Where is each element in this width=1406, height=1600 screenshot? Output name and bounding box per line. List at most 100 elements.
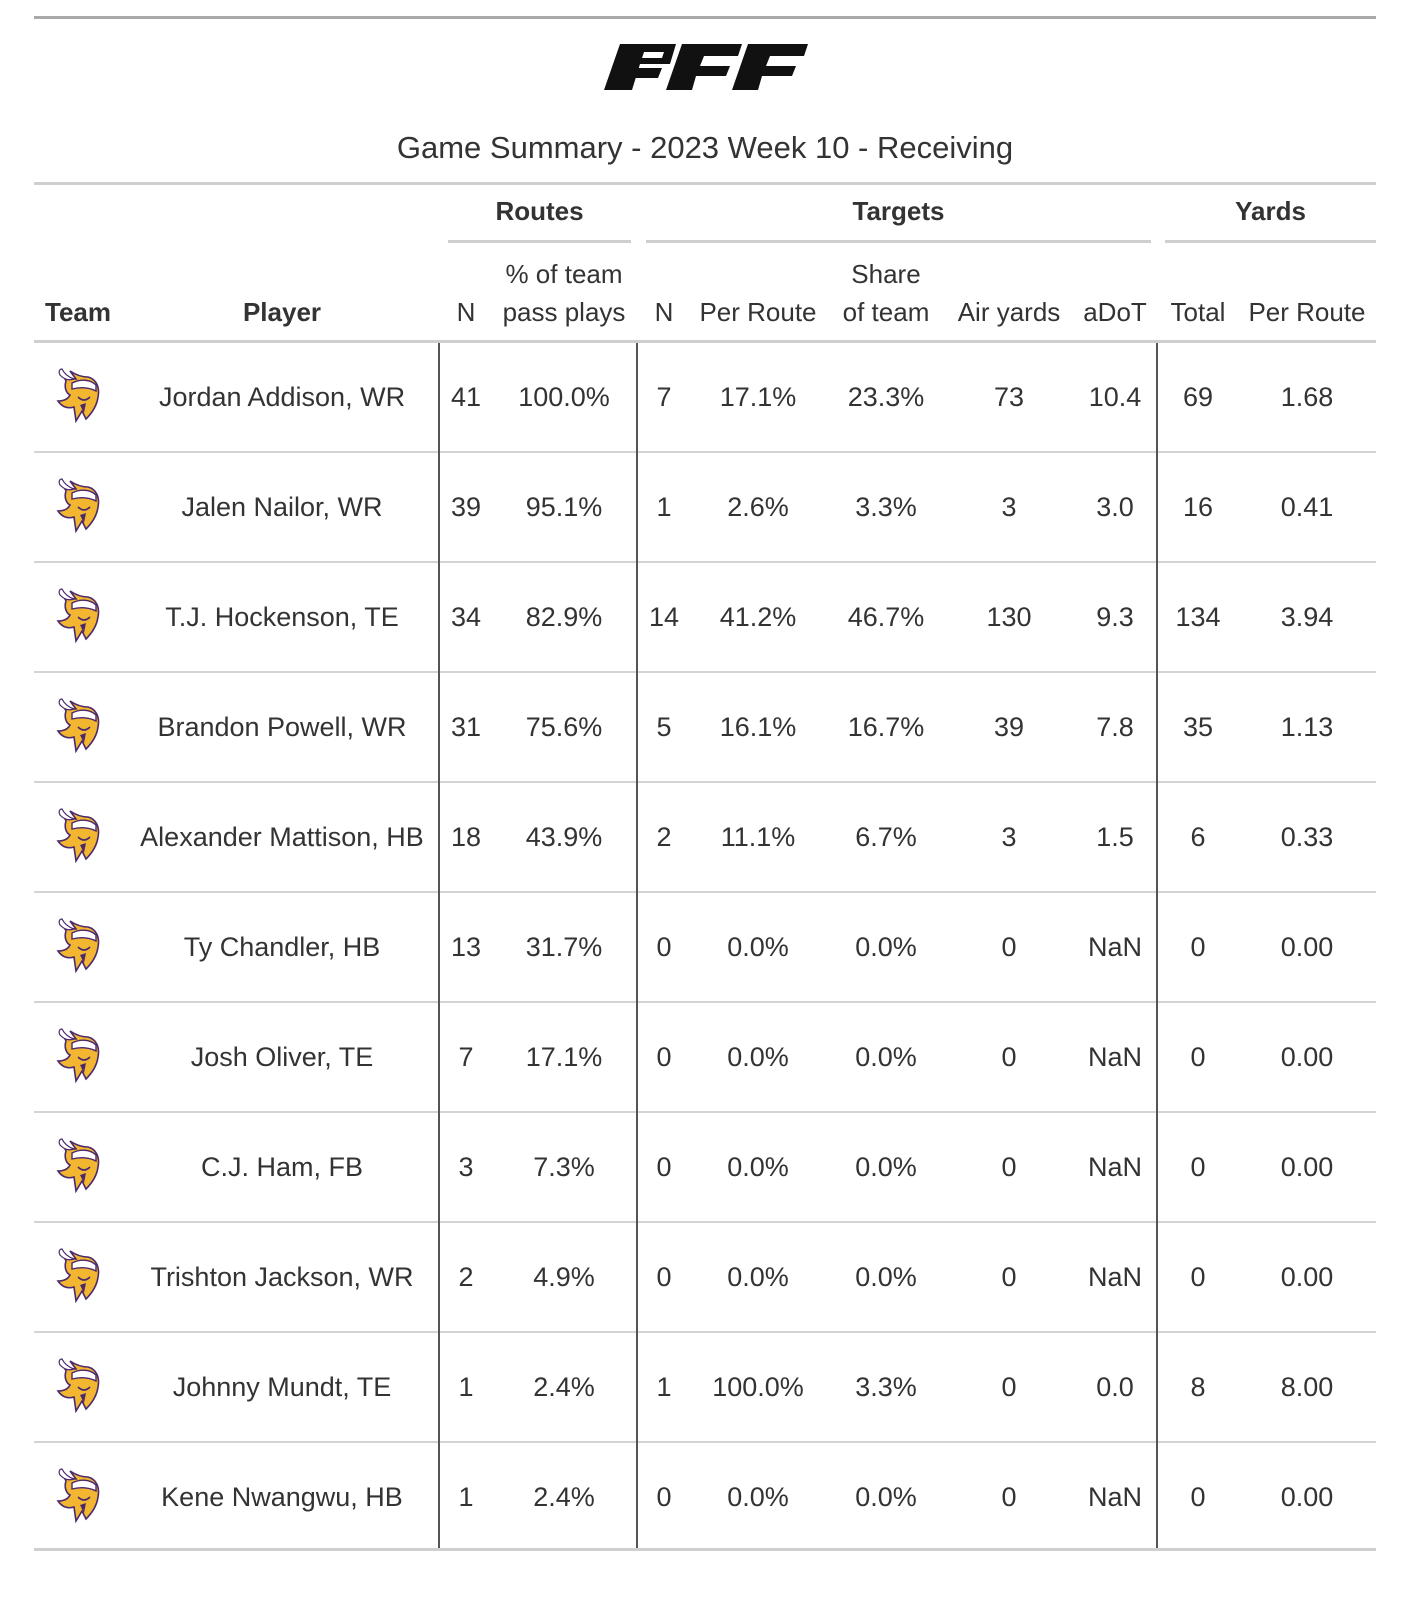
spanner-routes-rule — [448, 240, 631, 243]
yards-per-route-cell: 1.13 — [1280, 712, 1334, 742]
air-yards-cell: 0 — [1001, 1042, 1017, 1072]
col-header-yards-per-route: Per Route — [1248, 297, 1366, 327]
routes-pct-cell: 82.9% — [525, 602, 603, 632]
spanner-targets: Targets — [852, 196, 945, 226]
spanner-yards-rule — [1165, 240, 1376, 243]
targets-n-cell: 14 — [648, 602, 680, 632]
yards-per-route-cell: 0.00 — [1280, 1262, 1334, 1292]
routes-n-cell: 13 — [450, 932, 482, 962]
routes-pct-cell: 100.0% — [518, 382, 610, 412]
routes-n-cell: 7 — [458, 1042, 474, 1072]
vikings-logo-icon — [56, 588, 100, 643]
routes-pct-cell: 2.4% — [533, 1372, 595, 1402]
yards-per-route-cell: 0.33 — [1280, 822, 1334, 852]
yards-per-route-cell: 8.00 — [1280, 1372, 1334, 1402]
spanner-targets-rule — [646, 240, 1151, 243]
divider-targets-yards — [1156, 343, 1158, 1551]
share-cell: 0.0% — [855, 1152, 917, 1182]
top-rule — [34, 16, 1376, 19]
table-row: Jordan Addison, WR 41 100.0% 7 17.1% 23.… — [34, 343, 1376, 453]
player-cell: Josh Oliver, TE — [190, 1042, 374, 1072]
yards-total-cell: 69 — [1182, 382, 1214, 412]
yards-per-route-cell: 0.00 — [1280, 1482, 1334, 1512]
player-cell: Kene Nwangwu, HB — [161, 1482, 403, 1512]
targets-n-cell: 0 — [656, 1152, 672, 1182]
table-row: Johnny Mundt, TE 1 2.4% 1 100.0% 3.3% 0 … — [34, 1333, 1376, 1443]
player-cell: C.J. Ham, FB — [200, 1152, 363, 1182]
targets-per-route-cell: 16.1% — [719, 712, 797, 742]
air-yards-cell: 3 — [1001, 822, 1017, 852]
col-header-share-line1: Share — [851, 259, 921, 289]
routes-n-cell: 1 — [458, 1372, 474, 1402]
targets-n-cell: 1 — [656, 1372, 672, 1402]
air-yards-cell: 39 — [993, 712, 1025, 742]
targets-per-route-cell: 2.6% — [727, 492, 789, 522]
yards-per-route-cell: 1.68 — [1280, 382, 1334, 412]
yards-per-route-cell: 0.00 — [1280, 1042, 1334, 1072]
player-cell: Johnny Mundt, TE — [172, 1372, 392, 1402]
col-header-adot: aDoT — [1083, 297, 1147, 327]
adot-cell: 7.8 — [1096, 712, 1134, 742]
routes-n-cell: 3 — [458, 1152, 474, 1182]
yards-total-cell: 0 — [1190, 1262, 1206, 1292]
player-cell: Trishton Jackson, WR — [150, 1262, 414, 1292]
player-cell: Brandon Powell, WR — [157, 712, 407, 742]
routes-n-cell: 2 — [458, 1262, 474, 1292]
adot-cell: NaN — [1087, 932, 1142, 962]
table-body-top-rule — [34, 340, 1376, 343]
yards-total-cell: 0 — [1190, 1042, 1206, 1072]
share-cell: 0.0% — [855, 1042, 917, 1072]
table-row: Josh Oliver, TE 7 17.1% 0 0.0% 0.0% 0 Na… — [34, 1003, 1376, 1113]
player-cell: T.J. Hockenson, TE — [165, 602, 399, 632]
bottom-rule — [34, 1548, 1376, 1551]
targets-n-cell: 0 — [656, 1042, 672, 1072]
table-row: Ty Chandler, HB 13 31.7% 0 0.0% 0.0% 0 N… — [34, 893, 1376, 1003]
share-cell: 3.3% — [855, 1372, 917, 1402]
adot-cell: 3.0 — [1096, 492, 1134, 522]
col-header-routes-n: N — [456, 297, 476, 327]
adot-cell: 1.5 — [1096, 822, 1134, 852]
adot-cell: 10.4 — [1088, 382, 1142, 412]
col-header-player: Player — [242, 297, 322, 327]
air-yards-cell: 73 — [993, 382, 1025, 412]
targets-per-route-cell: 11.1% — [720, 822, 796, 852]
routes-pct-cell: 75.6% — [525, 712, 603, 742]
targets-n-cell: 7 — [656, 382, 672, 412]
air-yards-cell: 0 — [1001, 1482, 1017, 1512]
yards-total-cell: 0 — [1190, 1482, 1206, 1512]
vikings-logo-icon — [56, 1358, 100, 1413]
share-cell: 46.7% — [847, 602, 925, 632]
table-row: C.J. Ham, FB 3 7.3% 0 0.0% 0.0% 0 NaN 0 … — [34, 1113, 1376, 1223]
adot-cell: 9.3 — [1096, 602, 1134, 632]
targets-n-cell: 0 — [656, 1482, 672, 1512]
targets-per-route-cell: 41.2% — [719, 602, 797, 632]
share-cell: 16.7% — [847, 712, 925, 742]
targets-per-route-cell: 100.0% — [712, 1372, 804, 1402]
adot-cell: 0.0 — [1096, 1372, 1134, 1402]
yards-per-route-cell: 0.00 — [1280, 932, 1334, 962]
routes-n-cell: 39 — [450, 492, 482, 522]
vikings-logo-icon — [56, 478, 100, 533]
routes-n-cell: 1 — [458, 1482, 474, 1512]
routes-pct-cell: 17.1% — [525, 1042, 603, 1072]
yards-total-cell: 35 — [1182, 712, 1214, 742]
spanner-yards: Yards — [1235, 196, 1306, 226]
routes-pct-cell: 2.4% — [533, 1482, 595, 1512]
air-yards-cell: 0 — [1001, 1372, 1017, 1402]
targets-n-cell: 2 — [656, 822, 672, 852]
targets-n-cell: 0 — [656, 1262, 672, 1292]
yards-total-cell: 0 — [1190, 932, 1206, 962]
divider-routes-targets — [636, 343, 638, 1551]
targets-n-cell: 1 — [656, 492, 672, 522]
table-row: Trishton Jackson, WR 2 4.9% 0 0.0% 0.0% … — [34, 1223, 1376, 1333]
table-title: Game Summary - 2023 Week 10 - Receiving — [396, 130, 1014, 165]
share-cell: 23.3% — [847, 382, 925, 412]
air-yards-cell: 3 — [1001, 492, 1017, 522]
share-cell: 0.0% — [855, 932, 917, 962]
routes-n-cell: 18 — [450, 822, 482, 852]
spanner-routes: Routes — [495, 196, 584, 226]
player-cell: Ty Chandler, HB — [183, 932, 381, 962]
table-row: Kene Nwangwu, HB 1 2.4% 0 0.0% 0.0% 0 Na… — [34, 1443, 1376, 1553]
share-cell: 3.3% — [855, 492, 917, 522]
table-row: T.J. Hockenson, TE 34 82.9% 14 41.2% 46.… — [34, 563, 1376, 673]
